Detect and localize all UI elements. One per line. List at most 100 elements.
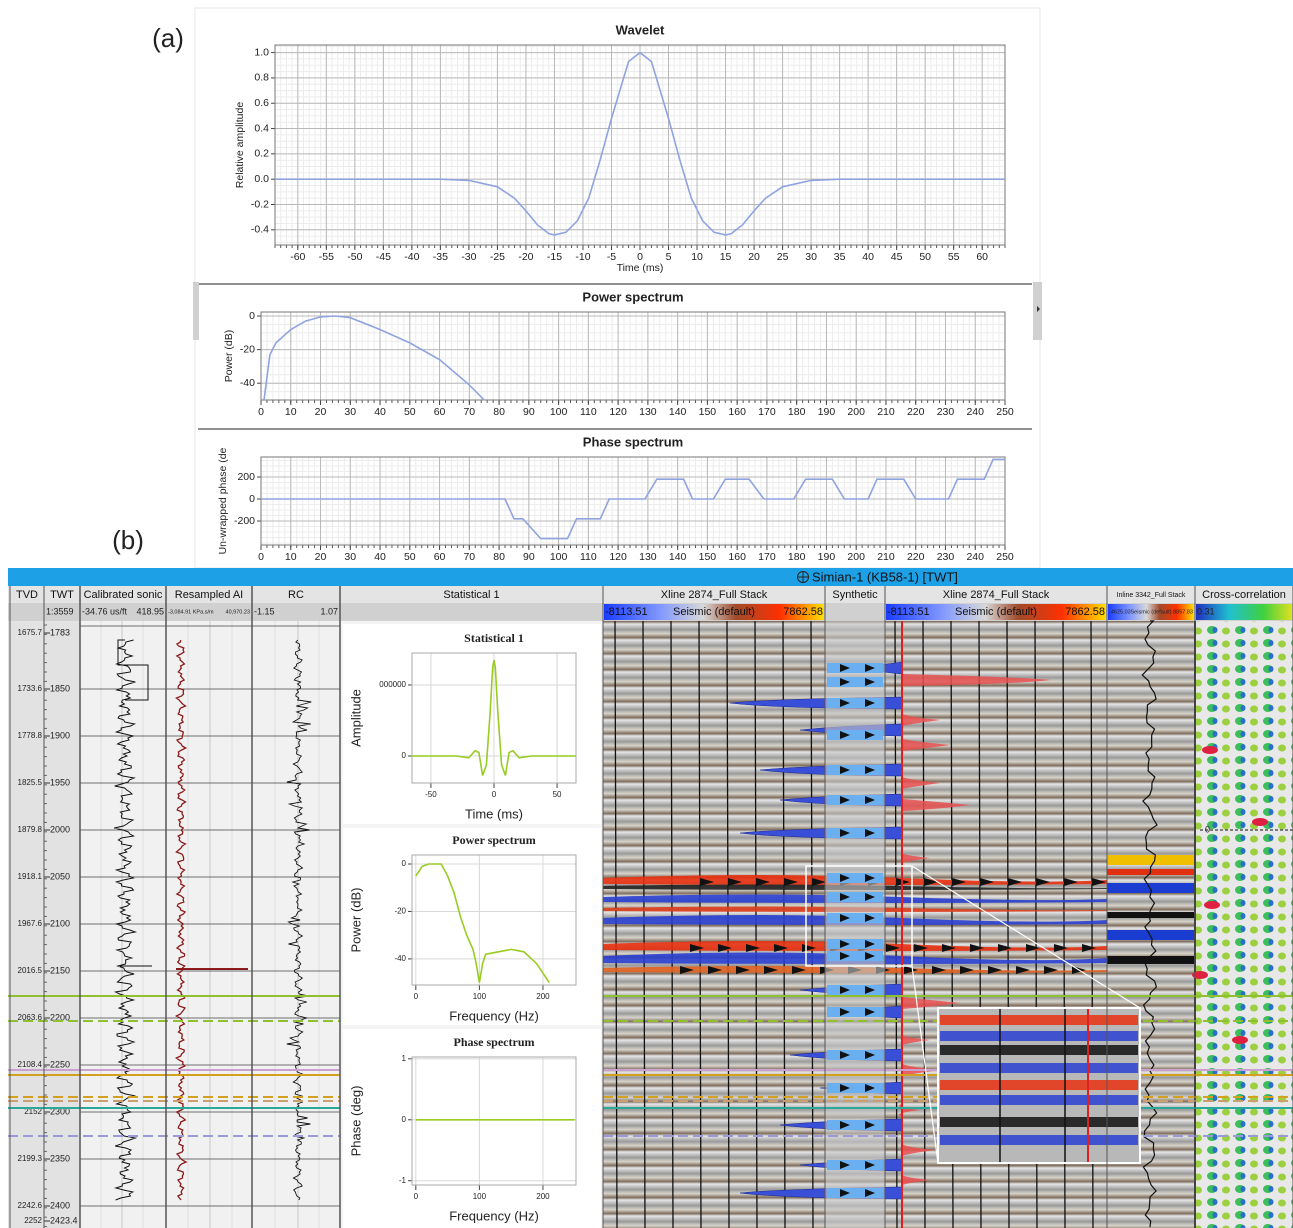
x-tick-label: 10 — [285, 551, 297, 563]
column-title[interactable]: Xline 2874_Full Stack — [943, 589, 1050, 601]
x-tick-label: 100 — [550, 551, 568, 563]
tvd-label: 2016.5 — [18, 966, 43, 975]
x-tick-label: 110 — [580, 551, 597, 563]
column-title[interactable]: Inline 3342_Full Stack — [1117, 592, 1186, 599]
x-tick-label: 100 — [550, 406, 568, 418]
inset-band — [940, 1015, 1138, 1025]
x-tick-label: 30 — [805, 251, 817, 263]
x-tick-label: -45 — [376, 251, 391, 263]
x-tick-label: 110 — [580, 406, 597, 418]
scale-min: -34.76 us/ft — [82, 606, 128, 616]
seismic-wedge — [812, 878, 826, 886]
synthetic-band — [827, 1120, 883, 1130]
seismic-wedge — [1026, 944, 1040, 952]
inset-band — [940, 1063, 1138, 1073]
inset-band — [940, 1095, 1138, 1105]
corr-peak — [1232, 1036, 1248, 1044]
corr-peak — [1202, 746, 1218, 754]
seismic-wedge — [988, 966, 1002, 974]
x-tick-label: 120 — [609, 406, 627, 418]
wiggle-trace — [614, 620, 618, 1228]
x-tick-label: -60 — [290, 251, 305, 263]
colorbar — [604, 604, 824, 620]
tvd-label: 1918.1 — [18, 872, 43, 881]
x-tick-label: 20 — [748, 251, 760, 263]
y-tick-label: 200 — [237, 471, 255, 483]
x-tick-label: -30 — [461, 251, 476, 263]
column-title[interactable]: Resampled AI — [175, 589, 243, 601]
x-tick-label: 60 — [434, 551, 446, 563]
synthetic-band — [827, 1160, 883, 1170]
column-title[interactable]: Xline 2874_Full Stack — [661, 589, 768, 601]
column-title[interactable]: Calibrated sonic — [84, 589, 163, 601]
y-tick-label: -1 — [399, 1176, 407, 1185]
seismic-wedge — [736, 966, 750, 974]
header-row — [8, 586, 1293, 603]
scale-max: 7862.58 — [783, 606, 823, 618]
inline-band — [1107, 883, 1195, 893]
side-handle[interactable] — [193, 282, 199, 340]
y-tick-label: -20 — [240, 343, 255, 355]
seismic-wedge — [914, 944, 928, 952]
x-tick-label: 180 — [788, 406, 806, 418]
reflectivity-lobe — [898, 1104, 920, 1116]
synthetic-band — [827, 913, 883, 923]
scale-max: 8857.83 — [1173, 609, 1193, 615]
plot-frame — [274, 44, 1006, 246]
x-tick-label: -20 — [518, 251, 533, 263]
seismic-wedge — [980, 878, 994, 886]
synthetic-band — [827, 1007, 883, 1017]
column-title[interactable]: TVD — [16, 589, 38, 601]
x-tick-label: 40 — [374, 551, 386, 563]
reflectivity-lobe — [902, 777, 940, 789]
x-tick-label: 140 — [669, 406, 687, 418]
well-title-bar — [8, 568, 1293, 586]
y-tick-label: 0.8 — [254, 72, 269, 84]
x-tick-label: 80 — [493, 551, 505, 563]
synthetic-wedge — [840, 914, 875, 922]
synthetic-band — [827, 730, 883, 740]
x-tick-label: 100 — [473, 992, 487, 1001]
synthetic-band — [827, 939, 883, 949]
chart-title: Statistical 1 — [464, 631, 524, 645]
tvd-label: 1967.6 — [18, 919, 43, 928]
twt-label: 2250 — [50, 1059, 70, 1069]
x-tick-label: 220 — [907, 406, 925, 418]
synthetic-band — [827, 873, 883, 883]
x-tick-label: 200 — [847, 406, 865, 418]
seismic-wedge — [952, 878, 966, 886]
column-title[interactable]: RC — [288, 589, 304, 601]
x-tick-label: -50 — [347, 251, 362, 263]
twt-label: 2423.4 — [50, 1215, 78, 1225]
y-axis-label: Un-wrapped phase (de — [217, 447, 229, 554]
synthetic-band — [827, 828, 883, 838]
y-tick-label: -40 — [240, 377, 255, 389]
column-title[interactable]: Statistical 1 — [443, 589, 499, 601]
synthetic-band — [827, 698, 883, 708]
synthetic-band — [827, 951, 883, 961]
seismic-wedge — [924, 878, 938, 886]
y-tick-label: 0 — [402, 751, 407, 760]
inline-band — [1107, 930, 1195, 940]
wiggle-trace — [670, 620, 674, 1228]
twt-label: 2200 — [50, 1012, 70, 1022]
seismic-wedge — [886, 944, 900, 952]
synthetic-wedge — [840, 1189, 875, 1197]
x-tick-label: 15 — [720, 251, 732, 263]
tvd-label: 1879.8 — [18, 825, 43, 834]
x-tick-label: 45 — [891, 251, 903, 263]
panel-label: (b) — [112, 525, 144, 555]
scale-name: Seismic (default) — [955, 606, 1037, 618]
y-tick-label: 0.0 — [254, 173, 269, 185]
column-title[interactable]: TWT — [50, 589, 74, 601]
seismic-wedge — [932, 966, 946, 974]
synthetic-wedge — [840, 940, 875, 948]
seismic-wedge — [1036, 878, 1050, 886]
y-tick-label: 0 — [402, 1115, 407, 1124]
column-title[interactable]: Cross-correlation — [1202, 589, 1286, 601]
corr-bg — [1195, 621, 1293, 1228]
column-title[interactable]: Synthetic — [832, 589, 878, 601]
wiggle-trace — [642, 620, 646, 1228]
